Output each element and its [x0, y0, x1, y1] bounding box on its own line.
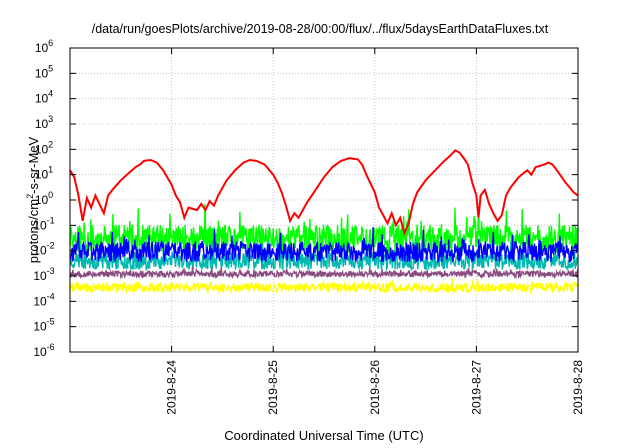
y-tick-label: 10-6 [33, 342, 54, 359]
series-line [69, 266, 579, 280]
y-tick-label: 10-1 [33, 215, 54, 232]
y-axis-label-exponent: 2 [24, 193, 35, 199]
plot-frame [69, 47, 579, 353]
grid-layer [70, 47, 579, 353]
x-tick-label: 2019-8-24 [165, 360, 179, 415]
y-tick-label: 101 [35, 165, 53, 182]
y-tick-label: 10-5 [33, 317, 54, 334]
y-tick-label: 102 [35, 139, 53, 156]
axes-layer: 10-6 10-5 10-4 10-3 10-2 10-1 100 101 102 103 104 1… [33, 38, 585, 415]
x-tick-label: 2019-8-28 [571, 360, 585, 415]
y-axis-label-unit: protons/cm [26, 198, 42, 264]
x-tick-label: 2019-8-26 [368, 360, 382, 415]
y-tick-label: 103 [35, 114, 53, 131]
y-tick-label: 104 [35, 89, 53, 106]
y-axis-label-rest: -s-sr-MeV [26, 136, 42, 194]
y-tick-label: 10-4 [33, 291, 54, 308]
series-line [69, 226, 579, 264]
x-axis-label: Coordinated Universal Time (UTC) [224, 428, 424, 443]
series-line [69, 149, 579, 236]
y-tick-label: 100 [35, 190, 53, 207]
series-line [69, 278, 579, 295]
x-tick-label: 2019-8-25 [266, 360, 280, 415]
series-layer [69, 149, 579, 295]
chart-title: /data/run/goesPlots/archive/2019-08-28/0… [91, 22, 549, 36]
y-tick-label: 10-3 [33, 266, 54, 283]
x-tick-label: 2019-8-27 [469, 360, 483, 415]
y-tick-label: 105 [35, 63, 53, 80]
y-tick-label: 106 [35, 38, 53, 55]
series-line [69, 203, 579, 256]
y-tick-label: 10-2 [33, 241, 54, 258]
y-axis-label: protons/cm2-s-sr-MeV [25, 137, 41, 263]
